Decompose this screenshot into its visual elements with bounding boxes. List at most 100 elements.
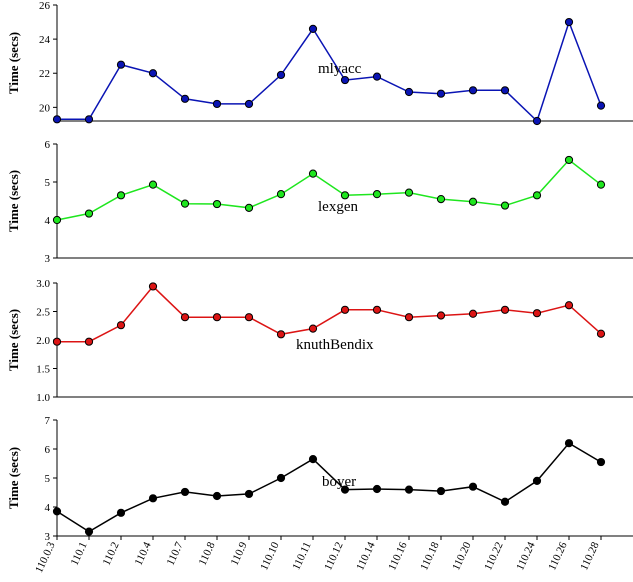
mlyacc-data-point: [340, 75, 350, 85]
boyer-series-line: [56, 442, 602, 533]
mlyacc-data-point: [596, 101, 606, 110]
boyer-data-point: [372, 484, 382, 494]
mlyacc-y-tick-label: 22: [39, 68, 50, 80]
knuthBendix-data-point: [180, 313, 190, 322]
x-tick-label: 110.0.3: [33, 540, 58, 575]
x-tick-label: 110.7: [165, 540, 186, 568]
boyer-data-point: [276, 473, 286, 483]
knuthBendix-y-tick-label: 2.5: [36, 307, 50, 319]
boyer-data-point: [596, 457, 606, 467]
boyer-data-point: [500, 497, 510, 506]
mlyacc-series-line: [57, 19, 602, 123]
lexgen-data-point: [372, 190, 382, 199]
boyer-y-tick-label: 6: [45, 444, 51, 456]
mlyacc-data-point: [148, 69, 158, 78]
lexgen-data-point: [52, 215, 62, 225]
boyer-data-point: [468, 482, 478, 491]
x-tick-label: 110.10: [258, 540, 282, 573]
boyer-y-tick-label: 5: [45, 473, 51, 485]
knuthBendix-data-point: [532, 309, 542, 318]
knuthBendix-y-axis-title: Time (secs): [6, 309, 21, 371]
lexgen-data-point: [276, 190, 286, 199]
knuthBendix-y-tick-label: 2.0: [36, 335, 50, 347]
x-tick-label: 110.20: [450, 540, 474, 573]
boyer-y-tick-label: 3: [45, 531, 51, 543]
boyer-data-point: [52, 507, 62, 516]
x-tick-label: 110.26: [546, 540, 570, 573]
x-tick-label: 110.1: [69, 540, 90, 567]
lexgen-y-axis-title: Time (secs): [6, 170, 21, 232]
x-tick-label: 110.12: [322, 540, 345, 572]
boyer-data-point: [180, 487, 190, 497]
mlyacc-data-point: [276, 70, 286, 80]
lexgen-data-point: [404, 188, 414, 197]
lexgen-data-point: [340, 191, 350, 200]
boyer-y-tick-label: 7: [45, 415, 51, 427]
boyer-data-point: [532, 476, 542, 485]
x-tick-label: 110.8: [197, 540, 218, 568]
mlyacc-data-point: [404, 87, 414, 97]
lexgen-y-tick-label: 3: [45, 253, 51, 265]
x-tick-label: 110.16: [386, 540, 410, 573]
lexgen-data-point: [244, 203, 254, 212]
x-tick-label: 110.28: [578, 540, 602, 573]
knuthBendix-series-label: knuthBendix: [296, 337, 374, 353]
knuthBendix-data-point: [148, 282, 158, 291]
mlyacc-data-point: [244, 99, 254, 109]
mlyacc-data-point: [212, 99, 222, 109]
mlyacc-data-point: [52, 115, 62, 124]
mlyacc-y-tick-label: 24: [39, 34, 51, 46]
mlyacc-data-point: [500, 86, 510, 95]
lexgen-data-point: [436, 195, 446, 204]
knuthBendix-data-point: [404, 313, 414, 322]
knuthBendix-data-point: [276, 330, 286, 339]
lexgen-data-point: [212, 199, 222, 209]
lexgen-data-point: [596, 180, 606, 189]
mlyacc-y-tick-label: 26: [39, 0, 51, 12]
knuthBendix-series-line: [57, 285, 602, 343]
mlyacc-data-point: [468, 86, 478, 95]
lexgen-y-tick-label: 6: [45, 139, 51, 151]
knuthBendix-y-tick-label: 1.0: [36, 392, 50, 404]
x-tick-label: 110.22: [482, 540, 505, 572]
x-tick-label: 110.9: [229, 540, 250, 568]
lexgen-data-point: [180, 199, 190, 208]
knuthBendix-data-point: [52, 337, 62, 346]
boyer-y-axis-title: Time (secs): [6, 447, 21, 509]
x-tick-label: 110.14: [354, 540, 378, 573]
lexgen-data-point: [116, 191, 126, 200]
lexgen-series-label: lexgen: [318, 199, 358, 215]
knuthBendix-data-point: [436, 311, 446, 320]
lexgen-y-tick-label: 5: [45, 177, 51, 189]
knuthBendix-data-point: [596, 329, 606, 338]
lexgen-data-point: [532, 191, 542, 200]
knuthBendix-data-point: [372, 305, 382, 314]
lexgen-data-point: [308, 169, 318, 178]
mlyacc-data-point: [564, 17, 574, 27]
boyer-data-point: [212, 491, 222, 501]
knuthBendix-data-point: [244, 313, 254, 322]
boyer-data-point: [404, 485, 414, 494]
x-tick-label: 110.4: [133, 540, 154, 568]
lexgen-data-point: [84, 209, 94, 218]
knuthBendix-y-tick-label: 1.5: [36, 364, 50, 376]
boyer-data-point: [340, 485, 350, 494]
boyer-y-tick-label: 4: [45, 502, 51, 514]
boyer-data-point: [308, 455, 318, 464]
mlyacc-data-point: [180, 94, 190, 103]
mlyacc-data-point: [532, 116, 542, 126]
knuthBendix-data-point: [468, 309, 478, 318]
lexgen-y-tick-label: 4: [45, 215, 51, 227]
mlyacc-data-point: [116, 60, 126, 69]
lexgen-data-point: [468, 197, 478, 206]
knuthBendix-y-tick-label: 3.0: [36, 278, 50, 290]
boyer-series-label: boyer: [322, 474, 356, 490]
knuthBendix-data-point: [564, 301, 574, 310]
boyer-data-point: [116, 508, 126, 517]
x-tick-label: 110.24: [514, 540, 538, 573]
lexgen-data-point: [500, 201, 510, 210]
mlyacc-series-label: mlyacc: [318, 61, 362, 77]
knuthBendix-data-point: [212, 313, 222, 322]
knuthBendix-data-point: [84, 337, 94, 346]
